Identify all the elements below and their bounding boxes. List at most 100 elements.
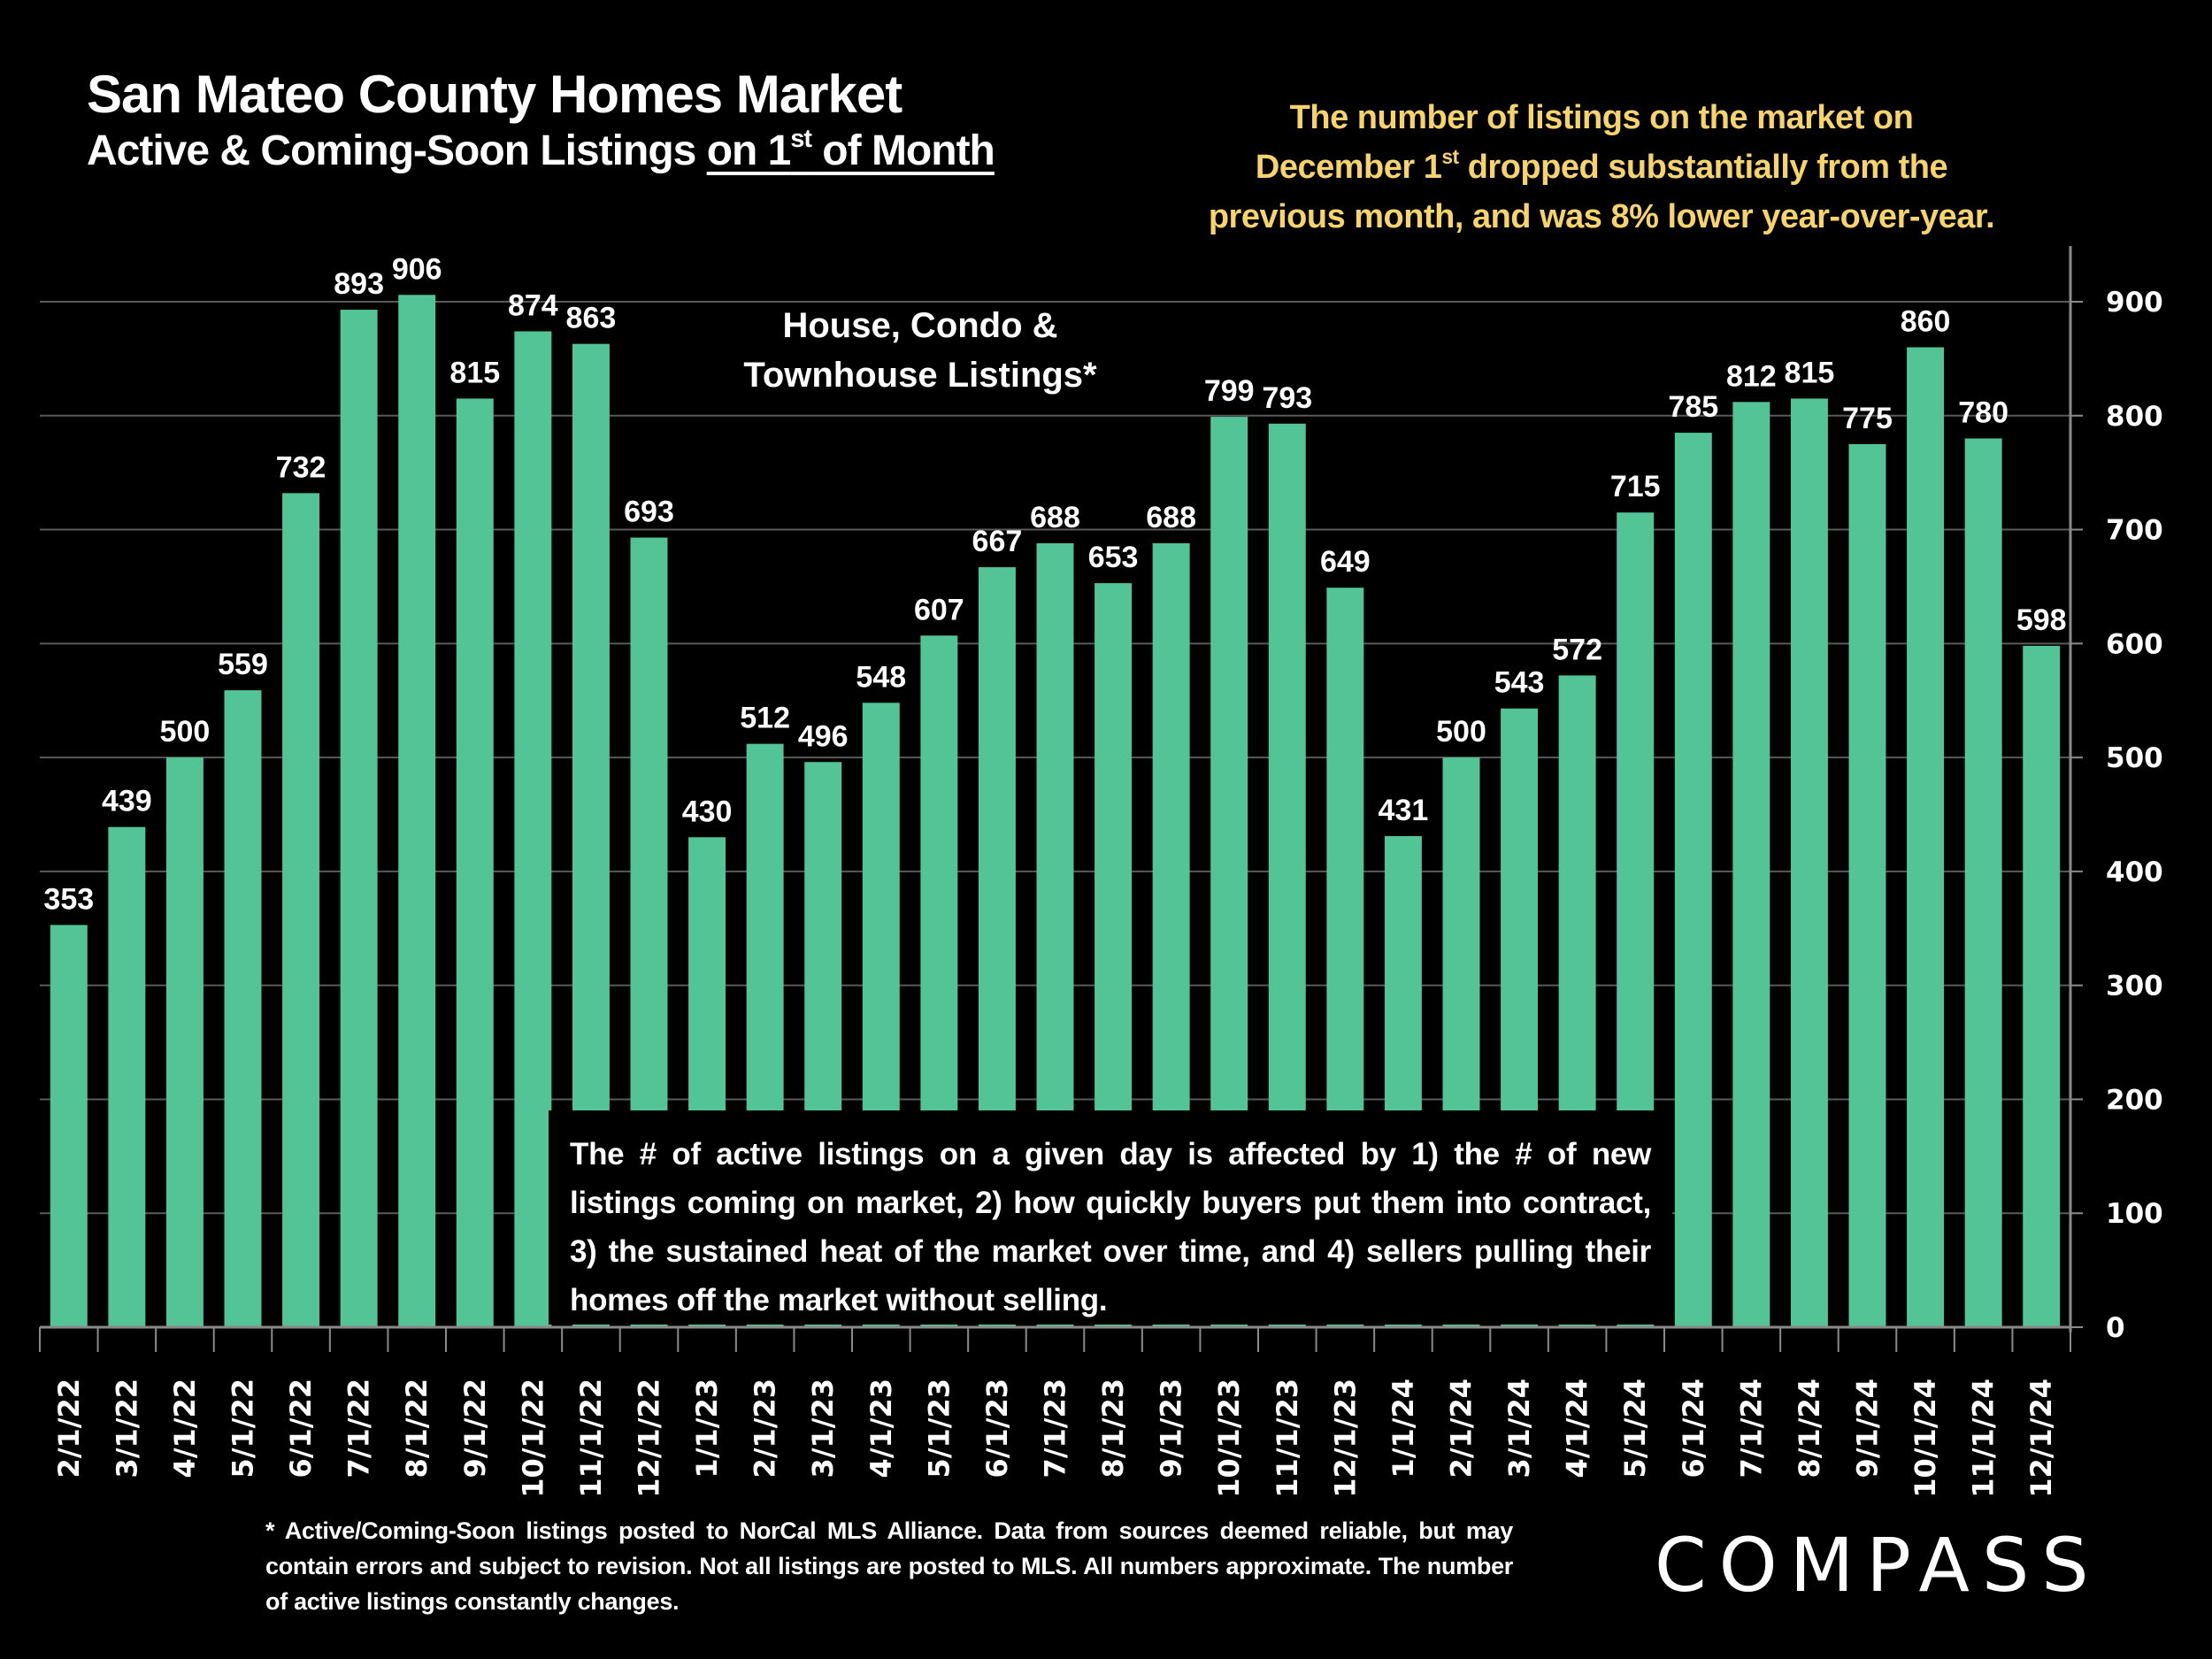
data-label: 653	[1088, 541, 1139, 574]
data-label: 439	[102, 785, 152, 818]
explanatory-note: The # of active listings on a given day …	[549, 1110, 1672, 1325]
x-tick-label: 9/1/24	[1851, 1379, 1885, 1478]
data-label: 688	[1146, 501, 1196, 534]
data-label: 496	[798, 719, 849, 753]
bar-7/1/22	[340, 310, 378, 1328]
bar-9/1/22	[456, 398, 494, 1327]
data-label: 548	[856, 660, 906, 694]
x-tick-label: 2/1/24	[1445, 1379, 1479, 1478]
data-label: 543	[1494, 666, 1545, 700]
x-tick-label: 4/1/24	[1561, 1379, 1594, 1478]
data-label: 667	[972, 525, 1023, 558]
data-label: 572	[1552, 633, 1602, 666]
x-tick-label: 6/1/22	[284, 1379, 318, 1478]
callout-line-2b: dropped substantially from the	[1458, 149, 1948, 186]
bar-6/1/24	[1674, 433, 1712, 1327]
x-tick-label: 8/1/23	[1096, 1379, 1130, 1478]
bar-3/1/22	[108, 826, 146, 1327]
series-label-line-2: Townhouse Listings*	[743, 356, 1097, 395]
y-tick-label: 100	[2106, 1198, 2163, 1230]
bar-2/1/22	[50, 925, 88, 1327]
subtitle-sup: st	[790, 124, 812, 153]
axes	[39, 246, 2083, 1352]
data-label: 799	[1204, 374, 1255, 408]
data-label: 815	[449, 356, 500, 389]
x-tick-label: 7/1/24	[1734, 1379, 1768, 1478]
data-label: 775	[1842, 402, 1893, 435]
chart-subtitle: Active & Coming-Soon Listings on 1st of …	[87, 124, 995, 175]
data-label: 732	[276, 450, 326, 484]
x-tick-label: 1/1/24	[1386, 1379, 1420, 1478]
x-tick-label: 4/1/22	[168, 1379, 202, 1478]
series-label-line-1: House, Condo &	[782, 306, 1058, 345]
bar-10/1/24	[1907, 347, 1945, 1327]
y-tick-label: 400	[2106, 856, 2163, 888]
callout-line-2: December 1st dropped substantially from …	[1141, 142, 2062, 192]
data-label: 607	[914, 593, 964, 626]
y-tick-label: 700	[2106, 515, 2163, 547]
bar-10/1/22	[514, 331, 552, 1328]
y-tick-label: 200	[2106, 1084, 2163, 1116]
data-label: 906	[392, 252, 442, 286]
x-tick-label: 5/1/22	[227, 1379, 260, 1478]
x-tick-labels: 2/1/22 3/1/22 4/1/22 5/1/22 6/1/22 7/1/22 8/1/…	[52, 1379, 2058, 1498]
x-tick-label: 7/1/23	[1039, 1379, 1072, 1478]
y-tick-label: 900	[2106, 287, 2163, 319]
data-label: 863	[566, 302, 617, 335]
bar-7/1/24	[1732, 402, 1770, 1327]
data-label: 812	[1726, 359, 1777, 393]
y-tick-label: 800	[2106, 401, 2163, 433]
data-label: 874	[508, 288, 558, 322]
x-tick-label: 6/1/23	[980, 1379, 1014, 1478]
bar-5/1/22	[224, 690, 262, 1327]
x-tick-label: 5/1/23	[922, 1379, 956, 1478]
data-label: 688	[1030, 501, 1080, 534]
series-label: House, Condo & Townhouse Listings*	[690, 301, 1150, 400]
bar-11/1/24	[1964, 438, 2002, 1327]
data-label: 500	[1436, 715, 1486, 749]
data-label: 430	[682, 795, 733, 828]
x-tick-label: 6/1/24	[1677, 1379, 1710, 1478]
bar-4/1/22	[165, 757, 204, 1327]
x-tick-label: 10/1/24	[1909, 1379, 1942, 1498]
x-tick-label: 7/1/22	[342, 1379, 376, 1478]
x-tick-label: 3/1/23	[806, 1379, 840, 1478]
data-label: 860	[1901, 305, 1951, 339]
subtitle-of-month: of Month	[810, 127, 995, 174]
x-tick-label: 11/1/24	[1967, 1379, 2001, 1498]
data-label: 649	[1320, 545, 1371, 579]
x-tick-label: 2/1/23	[749, 1379, 782, 1478]
callout-annotation: The number of listings on the market on …	[1141, 93, 2062, 242]
x-tick-label: 4/1/23	[864, 1379, 898, 1478]
chart-title: San Mateo County Homes Market	[87, 65, 902, 124]
callout-line-1: The number of listings on the market on	[1289, 99, 1914, 136]
x-tick-label: 11/1/22	[574, 1379, 608, 1498]
data-label: 559	[218, 648, 268, 681]
data-label: 715	[1610, 470, 1661, 503]
callout-line-2a: December 1	[1255, 149, 1442, 186]
x-tick-label: 10/1/23	[1212, 1379, 1246, 1498]
subtitle-prefix: Active & Coming-Soon Listings	[87, 127, 707, 174]
footnote: * Active/Coming-Soon listings posted to …	[265, 1517, 1513, 1615]
x-tick-label: 12/1/22	[633, 1379, 666, 1498]
data-label: 693	[624, 495, 674, 529]
data-label: 893	[334, 267, 384, 301]
x-tick-label: 8/1/22	[400, 1379, 434, 1478]
bar-8/1/24	[1790, 398, 1828, 1327]
data-label: 512	[740, 702, 790, 735]
y-tick-label: 500	[2106, 742, 2163, 774]
data-label: 431	[1379, 794, 1429, 827]
x-tick-label: 1/1/23	[690, 1379, 724, 1478]
y-tick-label: 0	[2106, 1312, 2125, 1344]
y-tick-labels: 0 100 200 300 400 500 600 700 800 900	[2106, 287, 2163, 1344]
bar-9/1/24	[1848, 443, 1886, 1327]
x-tick-label: 3/1/24	[1502, 1379, 1536, 1478]
data-label: 500	[160, 715, 211, 749]
subtitle-on-1: on 1	[706, 127, 792, 174]
x-tick-label: 9/1/23	[1155, 1379, 1188, 1478]
data-label: 785	[1668, 390, 1718, 424]
subtitle-underlined: on 1st of Month	[706, 124, 995, 174]
data-label: 353	[43, 882, 94, 916]
